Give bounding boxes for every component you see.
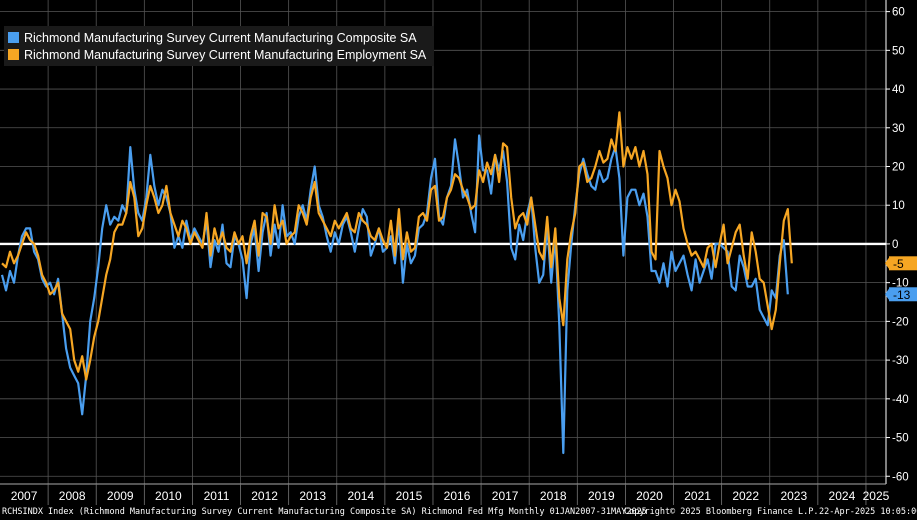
x-tick-label: 2011: [204, 489, 230, 503]
x-tick-label: 2007: [11, 489, 38, 503]
footer: RCHSINDX Index (Richmond Manufacturing S…: [0, 505, 917, 520]
x-tick-label: 2014: [347, 489, 374, 503]
legend: Richmond Manufacturing Survey Current Ma…: [4, 26, 435, 66]
y-tick-label: 30: [892, 123, 905, 135]
svg-text:-5: -5: [893, 257, 904, 271]
x-tick-label: 2012: [251, 489, 278, 503]
legend-item-composite: Richmond Manufacturing Survey Current Ma…: [8, 29, 426, 46]
footer-copyright: Copyright© 2025 Bloomberg Finance L.P.: [624, 507, 819, 517]
x-axis-band: [0, 484, 917, 505]
last-value-label-composite: -13: [885, 287, 917, 302]
legend-label-employment: Richmond Manufacturing Survey Current Ma…: [24, 47, 427, 62]
x-tick-label: 2008: [59, 489, 86, 503]
series-line-employment: [1, 111, 793, 381]
last-value-labels: -13 -5: [885, 256, 917, 302]
legend-item-employment: Richmond Manufacturing Survey Current Ma…: [8, 46, 426, 63]
x-tick-label: 2023: [780, 489, 807, 503]
y-tick-label: 10: [892, 200, 905, 212]
x-tick-label: 2015: [396, 489, 423, 503]
x-tick-label: 2013: [299, 489, 326, 503]
y-tick-label: 0: [892, 239, 898, 251]
y-tick-label: -20: [892, 316, 909, 328]
x-tick-label: 2024: [829, 489, 856, 503]
x-tick-label: 2019: [588, 489, 615, 503]
x-tick-label: 2009: [107, 489, 134, 503]
y-tick-label: 40: [892, 84, 905, 96]
y-tick-label: -60: [892, 471, 909, 483]
y-tick-label: -30: [892, 355, 909, 367]
y-tick-label: 60: [892, 7, 905, 19]
x-tick-label: 2020: [636, 489, 663, 503]
x-tick-label: 2017: [492, 489, 519, 503]
legend-swatch-composite: [8, 32, 19, 43]
y-tick-label: -10: [892, 278, 909, 290]
legend-label-composite: Richmond Manufacturing Survey Current Ma…: [24, 30, 417, 45]
series-line-composite: [0, 134, 789, 455]
y-tick-label: -40: [892, 394, 909, 406]
x-tick-label: 2022: [732, 489, 759, 503]
x-tick-label: 2016: [444, 489, 471, 503]
x-tick-label: 2021: [684, 489, 711, 503]
last-value-label-employment: -5: [885, 256, 917, 271]
y-tick-label: -50: [892, 433, 909, 445]
x-tick-label: 2018: [540, 489, 567, 503]
footer-timestamp: 22-Apr-2025 10:05:00: [819, 507, 917, 517]
y-axis: -60 -50 -40 -30 -20 -10 0 10 20 30 40 50 60: [885, 0, 909, 492]
legend-swatch-employment: [8, 49, 19, 60]
x-axis: 2007 2008 2009 2010 2011 2012 2013 2014 2015 2016…: [0, 483, 917, 505]
x-tick-label: 2025: [863, 489, 890, 503]
x-tick-label: 2010: [155, 489, 182, 503]
y-tick-label: 50: [892, 45, 905, 57]
series-layer: [0, 111, 793, 455]
gridlines: [0, 0, 886, 484]
y-tick-label: 20: [892, 161, 905, 173]
svg-text:-13: -13: [893, 288, 911, 302]
footer-source: RCHSINDX Index (Richmond Manufacturing S…: [2, 507, 647, 517]
